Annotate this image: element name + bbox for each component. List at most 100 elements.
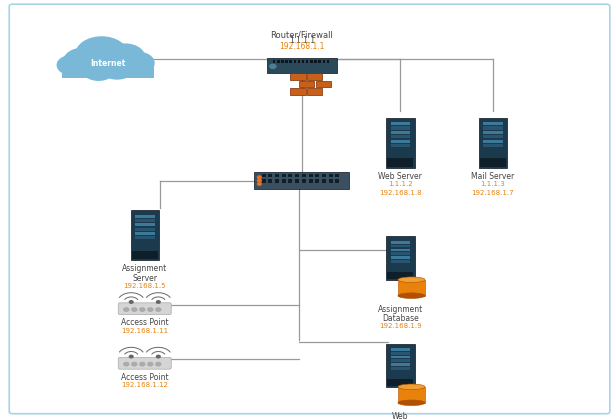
FancyBboxPatch shape <box>282 174 286 177</box>
Text: Mail Server: Mail Server <box>471 172 514 181</box>
FancyBboxPatch shape <box>335 179 339 183</box>
FancyBboxPatch shape <box>267 58 337 73</box>
Ellipse shape <box>398 384 425 390</box>
Circle shape <box>57 56 84 74</box>
Text: 192.168.1.9: 192.168.1.9 <box>379 323 422 329</box>
Text: Database: Database <box>382 314 419 323</box>
FancyBboxPatch shape <box>398 280 425 296</box>
FancyBboxPatch shape <box>391 256 410 259</box>
FancyBboxPatch shape <box>9 4 610 414</box>
FancyBboxPatch shape <box>269 179 272 183</box>
Text: Access Point: Access Point <box>121 318 169 327</box>
Text: Access Point: Access Point <box>121 373 169 382</box>
FancyBboxPatch shape <box>309 179 312 183</box>
Ellipse shape <box>398 277 425 283</box>
Circle shape <box>270 64 276 68</box>
Text: 1.1.1.1: 1.1.1.1 <box>289 36 315 45</box>
Text: 1.1.1.2: 1.1.1.2 <box>388 181 413 187</box>
FancyBboxPatch shape <box>386 344 415 387</box>
FancyBboxPatch shape <box>135 219 155 222</box>
Text: 192.168.1.12: 192.168.1.12 <box>121 382 168 388</box>
Text: Assignment: Assignment <box>378 304 423 313</box>
FancyBboxPatch shape <box>291 73 306 79</box>
FancyBboxPatch shape <box>277 60 280 63</box>
FancyBboxPatch shape <box>291 89 306 95</box>
FancyBboxPatch shape <box>391 348 410 351</box>
Circle shape <box>148 362 153 366</box>
FancyBboxPatch shape <box>386 118 415 168</box>
Text: 1.1.1.3: 1.1.1.3 <box>480 181 505 187</box>
FancyBboxPatch shape <box>480 158 506 167</box>
Circle shape <box>156 362 161 366</box>
FancyBboxPatch shape <box>479 118 507 168</box>
FancyBboxPatch shape <box>391 252 410 255</box>
FancyBboxPatch shape <box>290 60 292 63</box>
FancyBboxPatch shape <box>310 60 312 63</box>
FancyBboxPatch shape <box>314 60 317 63</box>
FancyBboxPatch shape <box>391 135 410 138</box>
FancyBboxPatch shape <box>483 126 503 130</box>
FancyBboxPatch shape <box>273 60 275 63</box>
Circle shape <box>123 52 154 74</box>
FancyBboxPatch shape <box>132 251 158 259</box>
FancyBboxPatch shape <box>298 60 300 63</box>
FancyBboxPatch shape <box>387 272 413 279</box>
FancyBboxPatch shape <box>307 89 323 95</box>
Text: Router/Firewall: Router/Firewall <box>270 30 333 39</box>
FancyBboxPatch shape <box>386 236 415 280</box>
Circle shape <box>129 355 133 358</box>
Text: Assignment: Assignment <box>122 265 168 273</box>
FancyBboxPatch shape <box>387 379 413 386</box>
FancyBboxPatch shape <box>285 60 288 63</box>
FancyBboxPatch shape <box>309 174 312 177</box>
FancyBboxPatch shape <box>135 232 155 235</box>
FancyBboxPatch shape <box>118 357 171 369</box>
FancyBboxPatch shape <box>306 60 309 63</box>
Circle shape <box>63 48 103 75</box>
FancyBboxPatch shape <box>391 249 410 251</box>
FancyBboxPatch shape <box>302 179 306 183</box>
FancyBboxPatch shape <box>275 174 279 177</box>
FancyBboxPatch shape <box>302 174 306 177</box>
Circle shape <box>140 362 145 366</box>
FancyBboxPatch shape <box>316 81 331 87</box>
FancyBboxPatch shape <box>398 387 425 403</box>
FancyBboxPatch shape <box>391 356 410 358</box>
Text: Web: Web <box>392 412 408 420</box>
Ellipse shape <box>398 400 425 406</box>
FancyBboxPatch shape <box>326 60 329 63</box>
FancyBboxPatch shape <box>262 179 266 183</box>
Text: 192.168.1.11: 192.168.1.11 <box>121 328 168 333</box>
FancyBboxPatch shape <box>391 245 410 247</box>
FancyBboxPatch shape <box>391 144 410 147</box>
FancyBboxPatch shape <box>322 179 326 183</box>
Circle shape <box>156 308 161 311</box>
FancyBboxPatch shape <box>335 174 339 177</box>
FancyBboxPatch shape <box>281 60 283 63</box>
FancyBboxPatch shape <box>391 126 410 130</box>
FancyBboxPatch shape <box>391 367 410 370</box>
FancyBboxPatch shape <box>483 122 503 125</box>
Text: 192.168.1.7: 192.168.1.7 <box>471 190 514 197</box>
FancyBboxPatch shape <box>131 210 159 260</box>
Circle shape <box>257 176 261 178</box>
Circle shape <box>140 308 145 311</box>
Text: 192.168.1.8: 192.168.1.8 <box>379 190 422 197</box>
FancyBboxPatch shape <box>323 60 325 63</box>
Circle shape <box>156 355 160 358</box>
Circle shape <box>156 301 160 303</box>
FancyBboxPatch shape <box>391 352 410 354</box>
Circle shape <box>76 37 128 72</box>
Text: 192.168.1.5: 192.168.1.5 <box>124 283 166 289</box>
Ellipse shape <box>398 293 425 299</box>
FancyBboxPatch shape <box>295 179 299 183</box>
FancyBboxPatch shape <box>282 179 286 183</box>
FancyBboxPatch shape <box>288 174 293 177</box>
Text: Web Server: Web Server <box>378 172 423 181</box>
FancyBboxPatch shape <box>62 63 154 78</box>
FancyBboxPatch shape <box>328 179 333 183</box>
FancyBboxPatch shape <box>307 73 323 79</box>
FancyBboxPatch shape <box>391 360 410 362</box>
FancyBboxPatch shape <box>315 179 319 183</box>
FancyBboxPatch shape <box>254 172 349 189</box>
